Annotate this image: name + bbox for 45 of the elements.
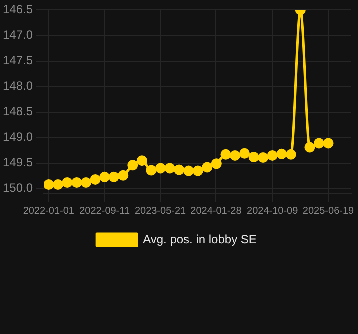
- point: [258, 152, 269, 163]
- point: [314, 138, 324, 149]
- point: [81, 178, 92, 188]
- point: [62, 178, 73, 188]
- y-tick-label: 149.5: [3, 156, 34, 170]
- x-tick-label: 2022-01-01: [23, 206, 75, 217]
- point: [72, 178, 82, 188]
- legend-label: Avg. pos. in lobby SE: [143, 232, 257, 246]
- point: [108, 172, 120, 182]
- y-tick-label: 146.5: [3, 2, 34, 17]
- x-tick-label: 2024-01-28: [190, 206, 242, 217]
- point: [239, 148, 250, 159]
- point: [304, 142, 316, 153]
- point: [118, 170, 129, 181]
- x-tick-label: 2022-09-11: [80, 206, 130, 217]
- point: [184, 166, 194, 176]
- y-tick-label: 150.0: [3, 181, 34, 196]
- y-tick-label: 147.5: [3, 54, 34, 68]
- point: [323, 138, 334, 149]
- point: [136, 156, 148, 166]
- y-tick-label: 148.5: [3, 104, 34, 119]
- y-tick-label: 149.0: [3, 130, 34, 144]
- x-tick-label: 2025-06-19: [302, 206, 355, 217]
- point: [230, 150, 240, 161]
- point: [100, 172, 110, 182]
- x-tick-label: 2023-05-21: [134, 206, 187, 217]
- point: [211, 158, 222, 170]
- point: [267, 150, 278, 161]
- point: [90, 174, 101, 185]
- point: [174, 164, 185, 176]
- point: [286, 149, 296, 160]
- y-tick-label: 148.0: [3, 79, 34, 94]
- point: [155, 163, 166, 174]
- point: [276, 148, 288, 160]
- point: [248, 152, 260, 162]
- y-tick-label: 147.0: [3, 28, 34, 42]
- point: [52, 180, 64, 190]
- point: [128, 160, 138, 171]
- point: [220, 149, 232, 160]
- point: [164, 163, 176, 174]
- x-tick-label: 2024-10-09: [247, 206, 299, 217]
- point: [146, 165, 157, 176]
- point: [44, 180, 54, 190]
- point: [202, 162, 213, 173]
- point: [192, 166, 204, 176]
